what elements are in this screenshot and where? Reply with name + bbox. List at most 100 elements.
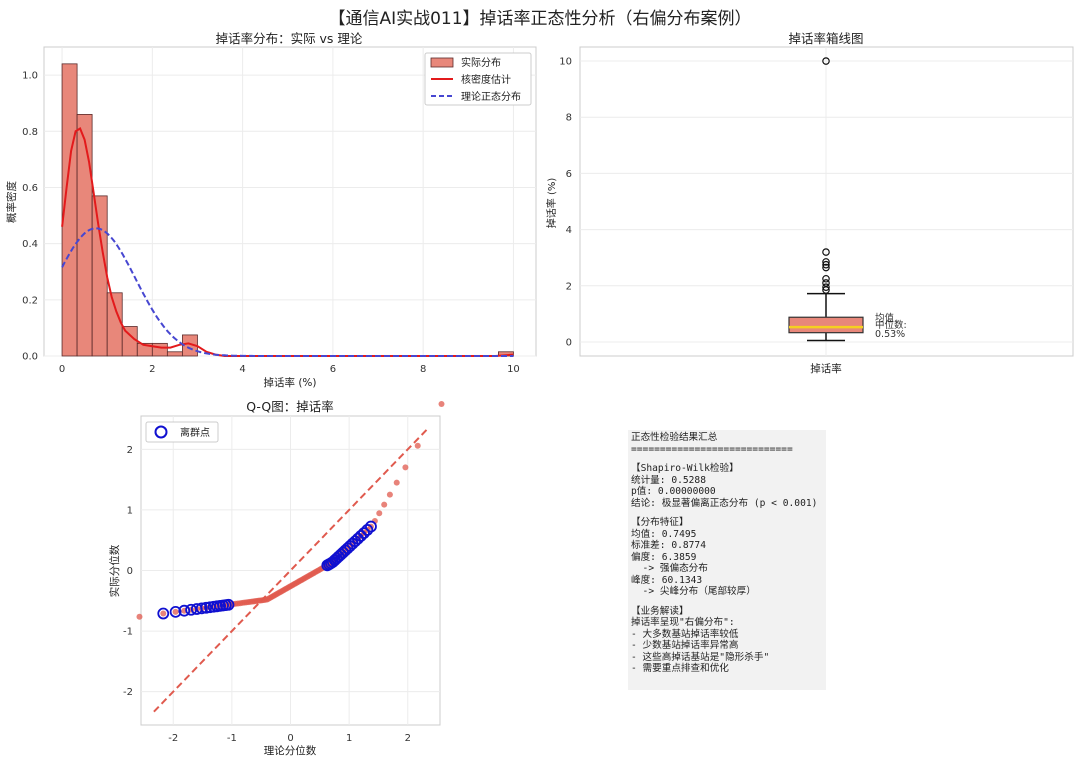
histogram-bar xyxy=(106,292,123,357)
outlier-point xyxy=(822,283,830,291)
qq-point xyxy=(402,464,409,471)
boxplot-annotation-mean: 均值 xyxy=(875,312,895,324)
summary-line: 【Shapiro-Wilk检验】 xyxy=(631,463,739,474)
boxplot-category-label: 掉话率 xyxy=(810,362,842,375)
qq-outlier-ring xyxy=(169,605,182,618)
qq-point xyxy=(136,613,143,620)
qq-outlier-ring xyxy=(200,601,213,614)
histogram-xtick-label: 2 xyxy=(149,364,155,375)
summary-line: p值: 0.00000000 xyxy=(631,486,716,497)
boxplot-ytick-label: 0 xyxy=(566,337,572,348)
histogram-xtick-label: 8 xyxy=(420,364,426,375)
histogram-ytick-label: 1.0 xyxy=(22,71,38,82)
kde-curve xyxy=(61,127,514,357)
summary-line: 偏度: 6.3859 xyxy=(631,551,697,563)
qq-point xyxy=(414,442,421,449)
qq-outlier-ring xyxy=(178,604,191,617)
qq-legend: 离群点 xyxy=(145,421,219,443)
qq-outlier-ring xyxy=(157,607,170,620)
qq-outlier-ring xyxy=(358,527,370,539)
summary-line: -> 尖峰分布（尾部较厚） xyxy=(631,586,756,597)
qq-ytick-label: 2 xyxy=(127,445,133,456)
boxplot-panel: 掉话率箱线图 0 2 4 6 8 10 掉话率 掉话率 (%) 均值 中位数: 0.53% xyxy=(545,31,1074,375)
histogram-ytick-label: 0.8 xyxy=(22,127,38,138)
summary-line: 【分布特征】 xyxy=(631,517,689,528)
summary-line: 标准差: 0.8774 xyxy=(631,540,706,551)
summary-line: 正态性检验结果汇总 xyxy=(631,432,718,443)
summary-line: - 需要重点排查和优化 xyxy=(631,663,729,674)
summary-line: 结论: 极显著偏离正态分布 (p < 0.001) xyxy=(631,497,818,509)
histogram-xtick-label: 6 xyxy=(330,364,336,375)
boxplot-annotation-median: 中位数: xyxy=(875,319,907,331)
qq-point xyxy=(172,608,179,615)
histogram-xtick-label: 0 xyxy=(59,364,65,375)
histogram-xtick-label: 10 xyxy=(507,364,520,375)
histogram-xlabel: 掉话率 (%) xyxy=(263,376,316,389)
normal-fit-curve xyxy=(61,227,514,357)
boxplot-annotation-value: 0.53% xyxy=(875,329,905,340)
qq-ytick-label: -2 xyxy=(123,687,133,698)
legend-label-normal: 理论正态分布 xyxy=(461,90,521,103)
qq-ytick-label: 1 xyxy=(127,505,133,516)
boxplot-ytick-label: 6 xyxy=(566,169,572,180)
boxplot-ytick-label: 4 xyxy=(566,225,572,236)
summary-line xyxy=(631,598,823,606)
outlier-point xyxy=(822,57,830,65)
histogram-ytick-label: 0.0 xyxy=(22,352,38,363)
summary-line: ============================ xyxy=(631,443,793,455)
outlier-point xyxy=(822,258,830,266)
qq-ylabel: 实际分位数 xyxy=(108,544,121,597)
summary-line: 【业务解读】 xyxy=(631,605,689,617)
summary-line: - 大多数基站掉话率较低 xyxy=(631,628,739,640)
boxplot-ytick-label: 2 xyxy=(566,281,572,292)
qq-xlabel: 理论分位数 xyxy=(264,744,317,757)
qq-outlier-ring xyxy=(222,598,235,611)
qq-outlier-ring xyxy=(365,520,377,533)
histogram-ylabel: 概率密度 xyxy=(5,181,18,223)
histogram-ytick-label: 0.6 xyxy=(22,183,38,194)
outlier-point xyxy=(822,260,830,269)
legend-label-actual: 实际分布 xyxy=(461,56,501,69)
boxplot-ytick-label: 8 xyxy=(566,113,572,124)
histogram-bar xyxy=(166,351,183,357)
qq-panel: Q-Q图：掉话率 -2 -1 0 1 2 -2 -1 0 1 2 理论分位数 实际分位数 离群点 xyxy=(108,399,445,757)
boxplot-ytick-label: 10 xyxy=(559,57,572,68)
qq-title: Q-Q图：掉话率 xyxy=(246,399,334,414)
histogram-title: 掉话率分布：实际 vs 理论 xyxy=(216,31,363,46)
legend-label-kde: 核密度估计 xyxy=(461,73,511,86)
legend-label-outlier: 离群点 xyxy=(180,426,210,439)
figure-title: 【通信AI实战011】掉话率正态性分析（右偏分布案例） xyxy=(328,9,752,29)
qq-outlier-ring xyxy=(354,530,367,542)
summary-line: - 这些高掉话基站是"隐形杀手" xyxy=(631,651,770,663)
boxplot-title: 掉话率箱线图 xyxy=(788,31,863,46)
summary-line xyxy=(631,509,823,517)
qq-xtick-label: -2 xyxy=(168,733,178,744)
histogram-ytick-label: 0.2 xyxy=(22,295,38,306)
qq-xtick-label: 1 xyxy=(346,733,352,744)
histogram-bar xyxy=(76,114,93,357)
histogram-ytick-label: 0.4 xyxy=(22,239,38,250)
qq-point xyxy=(376,510,383,517)
summary-line: 统计量: 0.5288 xyxy=(631,474,706,486)
qq-xtick-label: -1 xyxy=(227,733,237,744)
qq-outlier-ring xyxy=(361,524,374,536)
summary-line: 峰度: 60.1343 xyxy=(631,574,703,586)
outlier-point xyxy=(822,274,830,283)
histogram-panel: 掉话率分布：实际 vs 理论 0 2 4 6 8 10 0.0 0.2 0.4 0.6 0.8 1.0… xyxy=(5,31,537,389)
qq-point xyxy=(438,400,445,407)
outlier-point xyxy=(822,263,830,272)
normality-summary-box: 正态性检验结果汇总 ============================ 【Sh… xyxy=(628,430,826,690)
histogram-xtick-label: 4 xyxy=(239,364,245,375)
qq-ytick-label: -1 xyxy=(123,627,133,638)
outlier-point xyxy=(822,286,830,294)
qq-xtick-label: 0 xyxy=(287,733,293,744)
qq-point xyxy=(160,610,167,617)
iqr-box xyxy=(788,316,864,334)
boxplot-ylabel: 掉话率 (%) xyxy=(545,178,558,229)
qq-xtick-label: 2 xyxy=(405,733,411,744)
summary-line xyxy=(631,455,823,463)
summary-line: 掉话率呈现"右偏分布": xyxy=(631,617,735,628)
legend-swatch-actual xyxy=(430,57,454,68)
histogram-bar xyxy=(151,342,168,357)
